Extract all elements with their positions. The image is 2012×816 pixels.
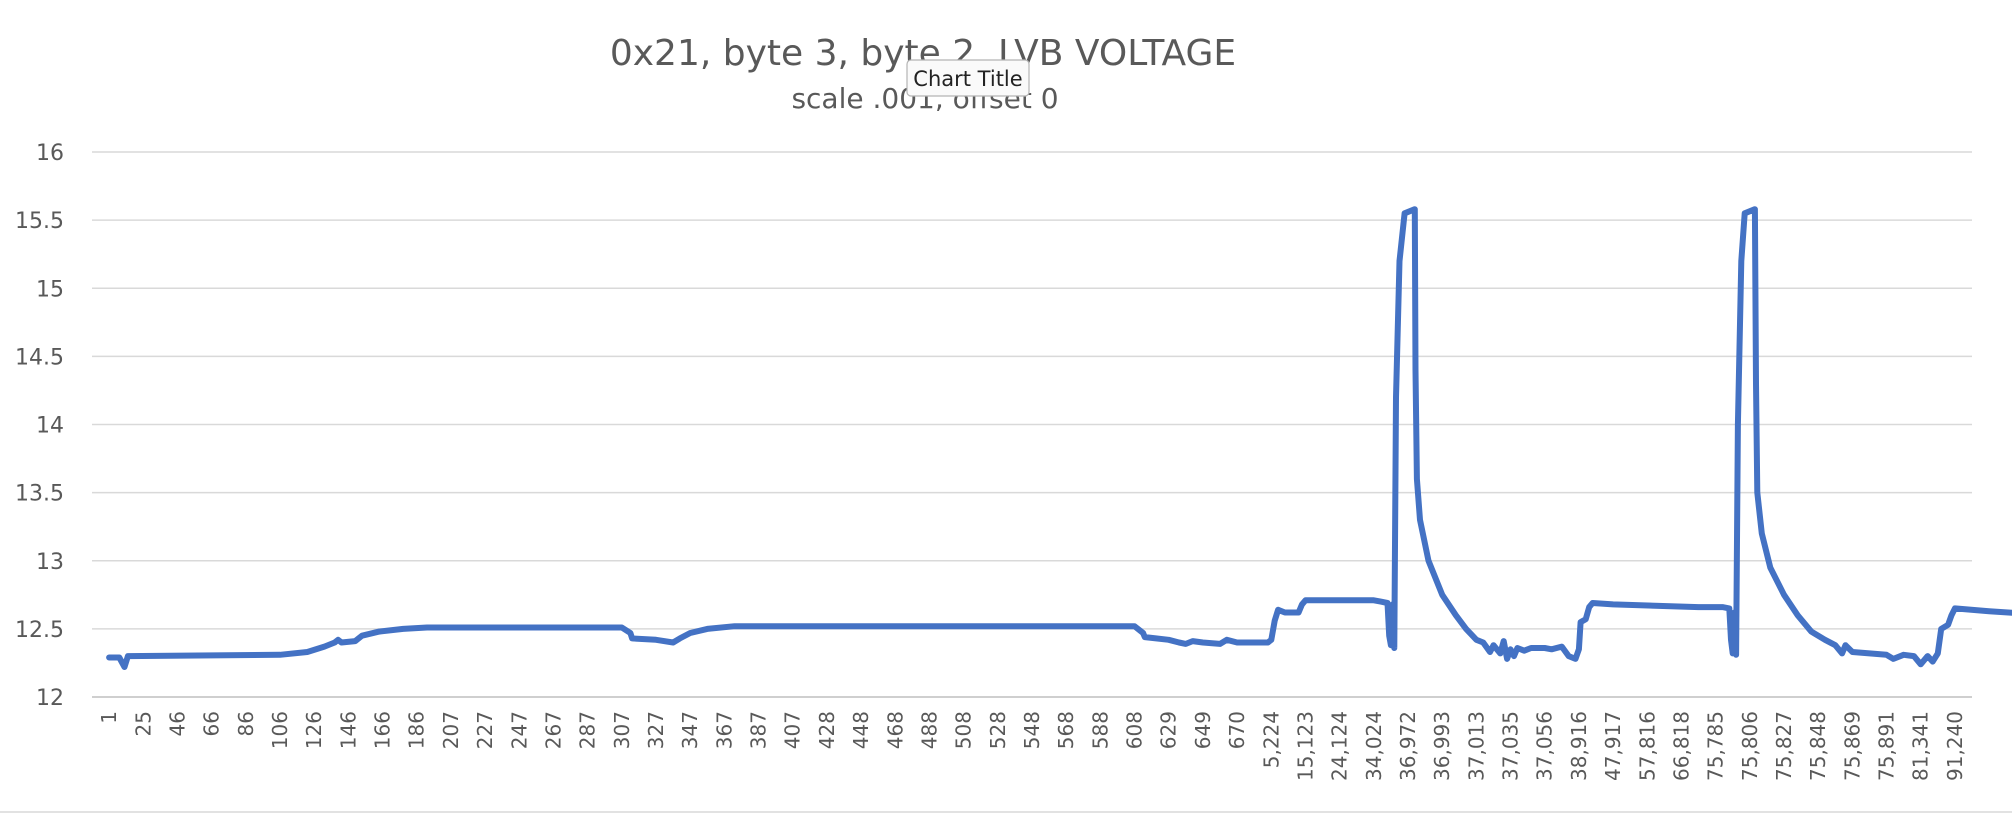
x-tick-label: 66 — [200, 711, 224, 736]
x-tick-label: 81,341 — [1909, 711, 1933, 781]
x-tick-label: 91,240 — [1943, 711, 1967, 781]
y-tick-label: 12 — [36, 686, 64, 711]
x-tick-label: 207 — [439, 711, 463, 749]
x-tick-label: 24,124 — [1328, 711, 1352, 781]
x-tick-label: 608 — [1123, 711, 1147, 749]
x-tick-label: 146 — [336, 711, 360, 749]
y-tick-label: 15.5 — [15, 209, 64, 234]
x-tick-label: 37,056 — [1533, 711, 1557, 781]
x-tick-label: 75,785 — [1704, 711, 1728, 781]
x-tick-label: 327 — [644, 711, 668, 749]
x-tick-label: 649 — [1191, 711, 1215, 749]
x-tick-label: 488 — [917, 711, 941, 749]
x-tick-label: 347 — [678, 711, 702, 749]
x-tick-label: 106 — [268, 711, 292, 749]
series-layer — [106, 206, 2012, 670]
y-tick-label: 12.5 — [15, 618, 64, 643]
x-tick-label: 548 — [1020, 711, 1044, 749]
x-tick-label: 25 — [131, 711, 155, 736]
x-tick-label: 670 — [1225, 711, 1249, 749]
tooltip-text: Chart Title — [913, 67, 1022, 91]
chart-title-tooltip: Chart Title — [906, 59, 1030, 97]
y-tick-label: 13.5 — [15, 482, 64, 507]
x-tick-label: 75,848 — [1806, 711, 1830, 781]
x-tick-label: 287 — [576, 711, 600, 749]
x-tick-label: 387 — [747, 711, 771, 749]
x-tick-label: 75,869 — [1840, 711, 1864, 781]
gridlines — [92, 151, 1972, 698]
x-tick-label: 267 — [541, 711, 565, 749]
x-tick-label: 508 — [952, 711, 976, 749]
x-tick-label: 86 — [234, 711, 258, 736]
x-tick-label: 37,035 — [1499, 711, 1523, 781]
x-tick-label: 37,013 — [1464, 711, 1488, 781]
x-tick-label: 528 — [986, 711, 1010, 749]
x-tick-label: 126 — [302, 711, 326, 749]
y-tick-label: 16 — [36, 141, 64, 166]
x-tick-label: 5,224 — [1259, 711, 1283, 768]
tooltip-box — [906, 59, 1030, 97]
x-tick-label: 568 — [1054, 711, 1078, 749]
x-tick-label: 36,993 — [1430, 711, 1454, 781]
y-tick-label: 15 — [36, 277, 64, 302]
x-tick-label: 75,806 — [1738, 711, 1762, 781]
x-tick-label: 15,123 — [1293, 711, 1317, 781]
x-tick-label: 36,972 — [1396, 711, 1420, 781]
x-tick-label: 629 — [1157, 711, 1181, 749]
y-tick-label: 13 — [36, 550, 64, 575]
series-line-0 — [106, 206, 2012, 670]
x-tick-label: 1 — [97, 711, 121, 724]
x-tick-label: 75,827 — [1772, 711, 1796, 781]
x-tick-label: 34,024 — [1362, 711, 1386, 781]
x-tick-label: 407 — [781, 711, 805, 749]
x-tick-label: 57,816 — [1635, 711, 1659, 781]
x-tick-label: 367 — [712, 711, 736, 749]
x-tick-label: 75,891 — [1875, 711, 1899, 781]
x-axis-ticks: 1 25 46 66 86 106 126 146 166 186 207 227 247 267 287 3… — [97, 711, 1967, 781]
x-tick-label: 47,917 — [1601, 711, 1625, 781]
x-tick-label: 428 — [815, 711, 839, 749]
y-axis-ticks: 12 12.5 13 13.5 14 14.5 15 15.5 16 — [15, 141, 64, 711]
x-tick-label: 66,818 — [1669, 711, 1693, 781]
x-tick-label: 307 — [610, 711, 634, 749]
x-tick-label: 448 — [849, 711, 873, 749]
x-tick-label: 227 — [473, 711, 497, 749]
x-tick-label: 186 — [405, 711, 429, 749]
x-tick-label: 46 — [165, 711, 189, 736]
x-tick-label: 247 — [507, 711, 531, 749]
x-tick-label: 588 — [1088, 711, 1112, 749]
x-tick-label: 38,916 — [1567, 711, 1591, 781]
x-tick-label: 468 — [883, 711, 907, 749]
y-tick-label: 14.5 — [15, 345, 64, 370]
y-tick-label: 14 — [36, 414, 64, 439]
x-tick-label: 166 — [371, 711, 395, 749]
